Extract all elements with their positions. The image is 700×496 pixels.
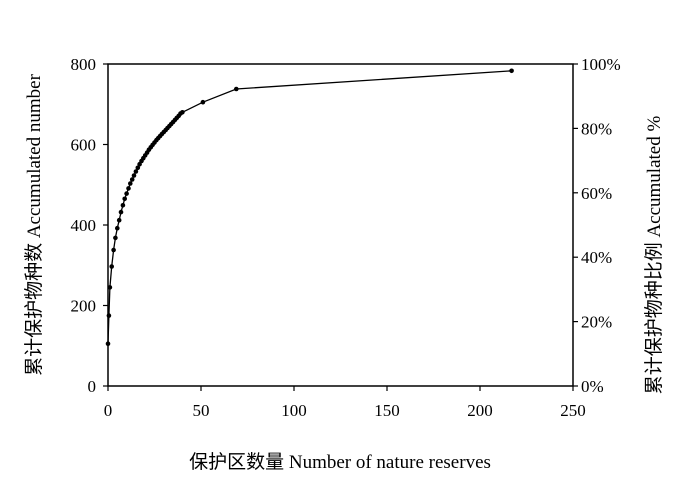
y-right-tick-label: 40%: [581, 248, 612, 267]
data-point: [109, 264, 114, 269]
series-markers: [105, 68, 514, 347]
data-point: [180, 110, 185, 115]
y-left-tick-label: 0: [88, 377, 97, 396]
data-point: [116, 217, 122, 223]
y-left-axis-ticks: 0 200 400 600 800: [71, 55, 108, 396]
x-axis-title: 保护区数量 Number of nature reserves: [189, 451, 491, 473]
data-point: [131, 173, 137, 178]
y-right-tick-label: 80%: [581, 119, 612, 138]
data-point: [135, 165, 141, 171]
x-tick-label: 250: [560, 401, 586, 420]
data-point: [200, 99, 206, 105]
data-point: [129, 177, 135, 182]
y-left-tick-label: 400: [71, 216, 97, 235]
data-point: [509, 68, 514, 74]
data-point: [111, 247, 116, 253]
series-line: [107, 70, 512, 344]
data-point: [106, 313, 112, 318]
data-point: [120, 203, 126, 208]
y-right-tick-label: 20%: [581, 313, 612, 332]
data-point: [115, 225, 120, 231]
data-point: [128, 181, 133, 186]
x-tick-label: 200: [467, 401, 493, 420]
data-point: [126, 186, 131, 191]
y-right-tick-label: 100%: [581, 55, 621, 74]
y-left-axis-title: 累计保护物种数 Accumulated number: [23, 73, 45, 376]
data-point: [234, 86, 239, 92]
y-left-tick-label: 800: [71, 55, 97, 74]
y-left-tick-label: 600: [71, 136, 97, 155]
data-point: [118, 209, 124, 215]
data-point: [107, 285, 113, 290]
x-tick-label: 50: [193, 401, 210, 420]
y-right-axis-ticks: 0% 20% 40% 60% 80% 100%: [573, 55, 621, 396]
x-tick-label: 100: [281, 401, 307, 420]
data-point: [113, 235, 118, 241]
data-point: [105, 341, 111, 347]
plot-frame: [107, 63, 574, 387]
x-axis-ticks: 0 50 100 150 200 250: [104, 386, 586, 420]
x-tick-label: 150: [374, 401, 400, 420]
x-tick-label: 0: [104, 401, 113, 420]
y-right-axis-title: 累计保护物种比例 Accumulated %: [643, 116, 665, 395]
data-point: [124, 191, 129, 196]
y-right-tick-label: 60%: [581, 184, 612, 203]
data-point: [122, 196, 127, 202]
data-point: [133, 169, 139, 174]
y-right-tick-label: 0%: [581, 377, 604, 396]
y-left-tick-label: 200: [71, 297, 97, 316]
